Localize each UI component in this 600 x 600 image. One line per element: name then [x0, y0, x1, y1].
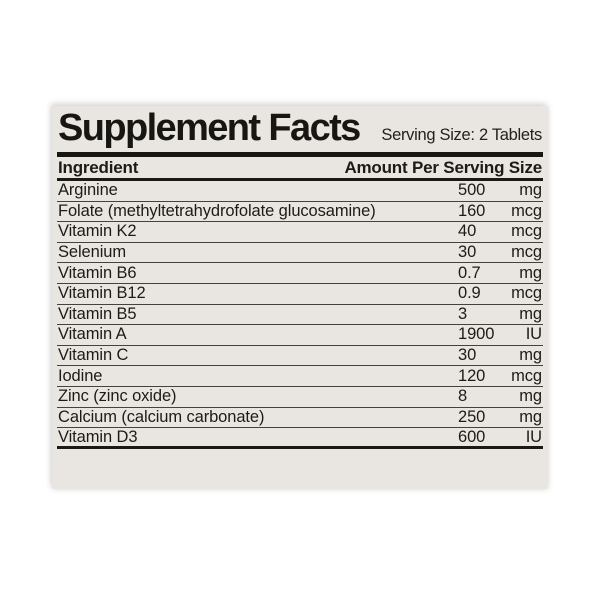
table-header-row: Ingredient Amount Per Serving Size: [57, 157, 543, 181]
ingredient-amount: 160: [458, 201, 486, 220]
ingredient-unit: mg: [519, 304, 542, 323]
ingredient-amount: 1900: [458, 325, 495, 344]
ingredient-name: Selenium: [58, 243, 126, 262]
ingredient-unit: IU: [525, 427, 542, 446]
table-row: Iodine 120 mcg: [57, 366, 543, 387]
ingredient-unit: mcg: [511, 284, 542, 303]
ingredient-name: Vitamin A: [58, 325, 127, 344]
ingredient-name: Vitamin K2: [58, 222, 137, 241]
table-row: Selenium 30 mcg: [57, 243, 543, 264]
title-divider: [57, 152, 543, 157]
ingredient-amount: 30: [458, 243, 477, 262]
ingredient-unit: mg: [519, 181, 542, 200]
ingredient-amount: 30: [458, 346, 477, 365]
ingredient-amount: 0.9: [458, 284, 481, 303]
ingredient-name: Folate (methyltetrahydrofolate glucosami…: [58, 201, 376, 220]
label-header: Supplement Facts Serving Size: 2 Tablets: [57, 106, 543, 152]
label-title: Supplement Facts: [58, 107, 361, 149]
ingredient-name: Iodine: [58, 366, 103, 385]
ingredient-name: Vitamin B12: [58, 284, 146, 303]
serving-size-text: Serving Size: 2 Tablets: [381, 126, 542, 144]
facts-table-body: Arginine 500 mg Folate (methyltetrahydro…: [57, 181, 543, 450]
column-header-amount: Amount Per Serving Size: [344, 157, 542, 177]
ingredient-amount: 8: [458, 387, 468, 406]
ingredient-name: Vitamin B5: [58, 304, 137, 323]
ingredient-unit: mg: [519, 407, 542, 426]
ingredient-amount: 40: [458, 222, 477, 241]
ingredient-amount: 600: [458, 427, 486, 446]
ingredient-unit: mcg: [511, 201, 542, 220]
ingredient-amount: 250: [458, 407, 486, 426]
ingredient-name: Calcium (calcium carbonate): [58, 407, 265, 426]
ingredient-unit: IU: [525, 325, 542, 344]
ingredient-unit: mg: [519, 387, 542, 406]
ingredient-amount: 0.7: [458, 263, 481, 282]
ingredient-unit: mcg: [511, 222, 542, 241]
ingredient-unit: mg: [519, 346, 542, 365]
table-row: Calcium (calcium carbonate) 250 mg: [57, 408, 543, 429]
ingredient-name: Vitamin C: [58, 346, 129, 365]
table-row: Vitamin B12 0.9 mcg: [57, 284, 543, 305]
ingredient-amount: 500: [458, 181, 486, 200]
ingredient-name: Vitamin D3: [58, 427, 138, 446]
ingredient-name: Arginine: [58, 181, 118, 200]
ingredient-amount: 3: [458, 304, 468, 323]
ingredient-unit: mcg: [511, 366, 542, 385]
supplement-facts-label: Supplement Facts Serving Size: 2 Tablets…: [52, 106, 548, 489]
table-row: Vitamin C 30 mg: [57, 346, 543, 367]
table-row: Arginine 500 mg: [57, 181, 543, 202]
table-row: Vitamin K2 40 mcg: [57, 222, 543, 243]
ingredient-unit: mg: [519, 263, 542, 282]
ingredient-amount: 120: [458, 366, 486, 385]
table-row: Vitamin A 1900 IU: [57, 325, 543, 346]
table-row: Vitamin B5 3 mg: [57, 305, 543, 326]
table-row: Vitamin B6 0.7 mg: [57, 263, 543, 284]
ingredient-name: Zinc (zinc oxide): [58, 387, 177, 406]
column-header-ingredient: Ingredient: [58, 157, 139, 177]
table-row: Zinc (zinc oxide) 8 mg: [57, 387, 543, 408]
ingredient-unit: mcg: [511, 243, 542, 262]
ingredient-name: Vitamin B6: [58, 263, 137, 282]
table-row: Vitamin D3 600 IU: [57, 427, 543, 450]
table-row: Folate (methyltetrahydrofolate glucosami…: [57, 202, 543, 223]
